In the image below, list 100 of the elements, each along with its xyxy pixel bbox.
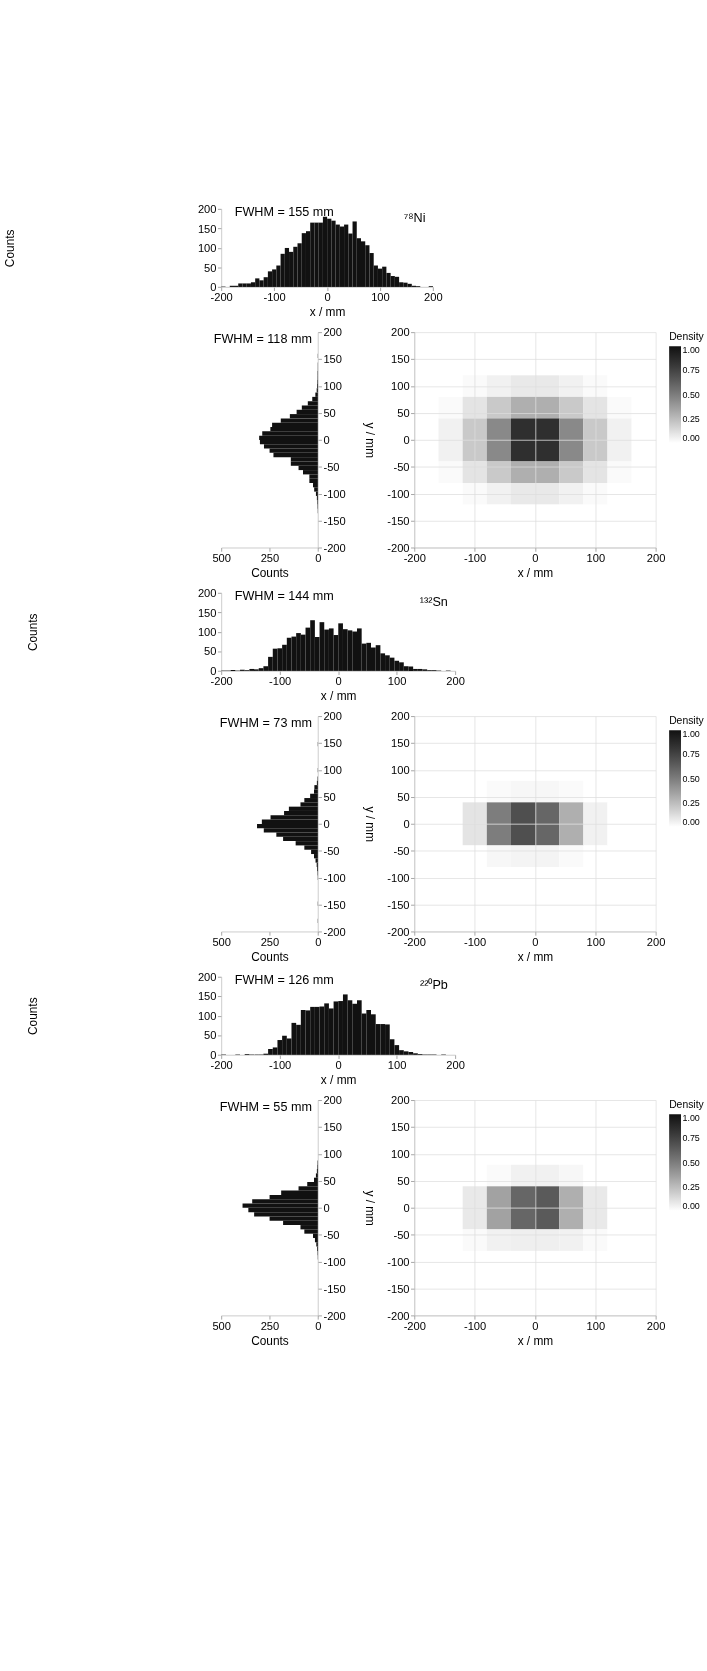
y-tick-label: 50 — [323, 407, 336, 420]
x-tick-label: -100 — [269, 675, 292, 688]
y-tick-label: 0 — [210, 1048, 217, 1061]
y-tick-label: 150 — [391, 353, 410, 366]
color-bar-label: 0.75 — [682, 1133, 700, 1144]
y-axis-title: y / mm — [363, 1190, 378, 1227]
x-tick-label: 500 — [212, 1320, 231, 1332]
y-axis-title: Counts — [3, 229, 18, 268]
x-tick-label: 100 — [586, 552, 606, 565]
annotation: FWHM = 126 mm — [234, 972, 334, 987]
y-axis-title: Counts — [25, 997, 40, 1036]
color-bar-label: 0.75 — [682, 365, 700, 376]
y-tick-label: 200 — [323, 1094, 342, 1107]
y-tick-label: -150 — [323, 898, 346, 911]
y-tick-label: 150 — [391, 737, 410, 750]
x-tick-label: 0 — [532, 1320, 539, 1332]
y-tick-label: -200 — [323, 1309, 346, 1322]
color-bar-label: 0.25 — [682, 1181, 700, 1192]
y-tick-label: -200 — [323, 541, 346, 554]
x-tick-label: 0 — [315, 1320, 322, 1332]
annotation: ²²⁰Pb — [419, 978, 448, 993]
y-tick-label: 0 — [403, 434, 410, 447]
x-axis-title: x / mm — [320, 1073, 357, 1088]
color-bar-title: Density — [669, 715, 705, 727]
y-tick-label: -200 — [323, 925, 346, 938]
y-tick-label: -50 — [393, 460, 410, 473]
x-axis-title: Counts — [251, 565, 289, 580]
y-tick-label: 100 — [197, 626, 217, 638]
y-tick-label: 100 — [323, 764, 342, 777]
x-axis-title: x / mm — [309, 305, 346, 320]
color-bar-label: 0.50 — [682, 389, 700, 400]
x-tick-label: 250 — [260, 1320, 280, 1332]
y-axis-title: y / mm — [363, 422, 378, 459]
x-tick-label: 200 — [446, 1059, 465, 1072]
color-bar-label: 1.00 — [682, 345, 700, 356]
color-bar-label: 0.50 — [682, 1157, 700, 1168]
y-tick-label: 100 — [391, 380, 410, 393]
x-tick-label: -100 — [269, 1059, 292, 1072]
y-axis-title: y / mm — [363, 806, 378, 843]
annotation: ⁷⁸Ni — [403, 210, 426, 225]
y-tick-label: 100 — [323, 1148, 342, 1161]
x-axis-title: x / mm — [517, 1333, 554, 1348]
y-tick-label: 0 — [323, 817, 330, 830]
color-bar-label: 0.75 — [682, 749, 700, 760]
color-bar-label: 0.25 — [682, 797, 700, 808]
x-tick-label: 0 — [532, 936, 539, 949]
y-tick-label: 100 — [197, 242, 217, 255]
y-tick-label: 0 — [210, 664, 217, 677]
y-tick-label: 150 — [391, 1121, 410, 1134]
x-tick-label: 250 — [260, 936, 280, 949]
y-tick-label: 0 — [403, 817, 410, 830]
y-tick-label: 0 — [403, 1201, 410, 1214]
x-axis-title: Counts — [251, 949, 289, 964]
color-bar-label: 0.50 — [682, 773, 700, 784]
y-tick-label: -200 — [387, 925, 410, 938]
color-bar-label: 0.00 — [682, 1200, 700, 1211]
y-tick-label: 100 — [197, 1009, 217, 1022]
y-tick-label: 200 — [391, 710, 410, 723]
annotation: ¹³²Sn — [419, 594, 448, 609]
color-bar-label: 1.00 — [682, 729, 700, 739]
x-tick-label: -100 — [463, 552, 487, 565]
x-tick-label: -100 — [463, 936, 487, 949]
y-tick-label: 150 — [197, 222, 217, 235]
x-tick-label: 100 — [586, 936, 606, 949]
y-tick-label: 200 — [323, 710, 342, 723]
y-tick-label: 150 — [323, 737, 342, 750]
y-tick-label: 50 — [397, 407, 410, 420]
y-tick-label: 100 — [391, 764, 410, 777]
annotation: FWHM = 155 mm — [234, 204, 334, 219]
y-tick-label: 200 — [197, 587, 217, 600]
color-bar-title: Density — [669, 331, 705, 343]
x-tick-label: 200 — [446, 675, 465, 688]
y-tick-label: -100 — [323, 487, 346, 500]
y-tick-label: 200 — [391, 326, 410, 339]
x-axis-title: Counts — [251, 1333, 289, 1348]
y-tick-label: -100 — [323, 1255, 346, 1268]
color-bar-label: 0.25 — [682, 413, 700, 424]
y-tick-label: -150 — [387, 514, 410, 527]
y-tick-label: 150 — [197, 990, 217, 1003]
y-tick-label: 50 — [204, 261, 217, 274]
x-tick-label: 200 — [646, 1320, 666, 1332]
color-bar-label: 1.00 — [682, 1112, 700, 1123]
y-tick-label: -200 — [387, 541, 410, 554]
x-tick-label: 200 — [646, 552, 666, 565]
y-tick-label: 0 — [323, 434, 330, 447]
y-tick-label: 50 — [323, 1175, 336, 1187]
y-tick-label: -50 — [323, 844, 340, 857]
color-bar-label: 0.00 — [682, 432, 700, 443]
y-tick-label: 50 — [397, 791, 410, 804]
annotation: FWHM = 118 mm — [213, 332, 312, 347]
y-tick-label: 200 — [197, 203, 217, 216]
x-tick-label: 0 — [315, 936, 322, 949]
x-tick-label: -100 — [463, 1320, 487, 1332]
x-tick-label: 100 — [371, 291, 390, 304]
x-tick-label: 200 — [424, 291, 443, 304]
y-tick-label: -100 — [387, 871, 410, 884]
x-axis-title: x / mm — [517, 565, 554, 580]
y-tick-label: 200 — [391, 1094, 410, 1107]
y-tick-label: 0 — [323, 1201, 330, 1214]
annotation: FWHM = 73 mm — [219, 716, 312, 731]
